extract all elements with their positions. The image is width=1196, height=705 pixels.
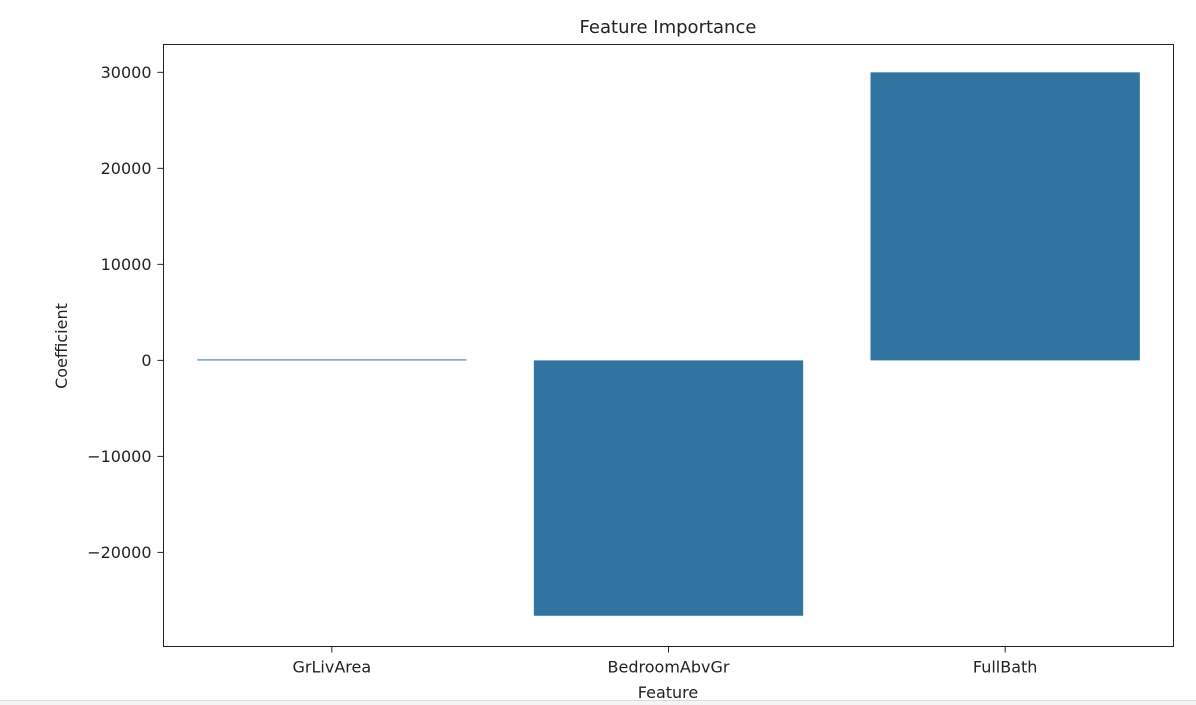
bar-fullbath: [870, 72, 1140, 361]
x-tick-label: BedroomAbvGr: [608, 658, 730, 677]
x-axis: GrLivArea BedroomAbvGr FullBath: [293, 646, 1038, 677]
x-tick-label: GrLivArea: [293, 658, 372, 677]
window-bottom-edge: [0, 700, 1196, 705]
y-tick-label: 10000: [101, 255, 152, 274]
x-axis-label: Feature: [638, 683, 698, 702]
bar-bedroomabvgr: [533, 360, 804, 616]
bar-grlivarea: [197, 359, 467, 361]
y-axis-label: Coefficient: [52, 303, 71, 389]
y-tick-label: 30000: [101, 63, 152, 82]
plot-frame: [163, 44, 1174, 647]
y-axis: −20000 −10000 0 10000 20000 30000: [87, 63, 164, 562]
y-tick-label: 20000: [101, 159, 152, 178]
y-tick-label: 0: [141, 351, 151, 370]
chart-title: Feature Importance: [580, 17, 757, 38]
x-tick-label: FullBath: [973, 658, 1038, 677]
y-tick-label: −20000: [87, 543, 151, 562]
y-tick-label: −10000: [87, 447, 151, 466]
bars-group: [197, 72, 1140, 616]
